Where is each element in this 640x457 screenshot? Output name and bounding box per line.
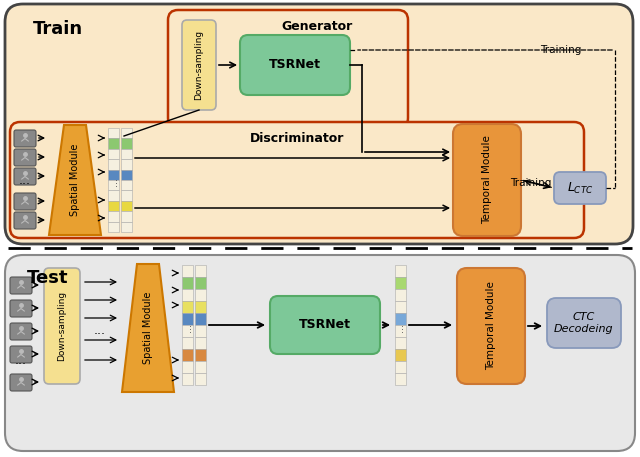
Text: Temporal Module: Temporal Module	[486, 282, 496, 371]
FancyBboxPatch shape	[10, 277, 32, 294]
Bar	[195, 301, 206, 313]
Bar	[182, 373, 193, 385]
Bar	[395, 349, 406, 361]
Bar	[395, 301, 406, 313]
Bar	[108, 128, 119, 138]
Polygon shape	[122, 264, 174, 392]
Bar	[395, 337, 406, 349]
FancyBboxPatch shape	[453, 124, 521, 236]
Text: Discriminator: Discriminator	[250, 132, 344, 145]
Bar	[108, 180, 119, 191]
Text: $L_{CTC}$: $L_{CTC}$	[567, 181, 593, 196]
Text: Training: Training	[540, 45, 581, 55]
Bar	[121, 138, 132, 149]
Text: Down-sampling: Down-sampling	[195, 30, 204, 100]
Text: Training: Training	[510, 178, 552, 188]
Bar	[121, 222, 132, 232]
Text: Test: Test	[27, 269, 68, 287]
Bar	[121, 191, 132, 201]
FancyBboxPatch shape	[10, 300, 32, 317]
Text: ...: ...	[15, 354, 27, 367]
Bar	[108, 138, 119, 149]
FancyBboxPatch shape	[10, 346, 32, 363]
Bar	[182, 349, 193, 361]
Text: Temporal Module: Temporal Module	[482, 136, 492, 224]
Bar	[182, 325, 193, 337]
Text: ...: ...	[19, 175, 31, 187]
Bar	[395, 373, 406, 385]
Bar	[195, 325, 206, 337]
Bar	[195, 313, 206, 325]
Text: CTC
Decodeing: CTC Decodeing	[554, 312, 614, 334]
Bar	[121, 170, 132, 180]
Bar	[395, 265, 406, 277]
FancyBboxPatch shape	[10, 374, 32, 391]
FancyBboxPatch shape	[14, 130, 36, 147]
Text: Train: Train	[33, 20, 83, 38]
Bar	[395, 277, 406, 289]
FancyBboxPatch shape	[5, 255, 635, 451]
FancyBboxPatch shape	[14, 149, 36, 166]
Bar	[108, 201, 119, 211]
Text: Spatial Module: Spatial Module	[143, 292, 153, 364]
Text: TSRNet: TSRNet	[269, 58, 321, 71]
FancyBboxPatch shape	[10, 122, 584, 238]
Bar	[108, 159, 119, 170]
Bar	[108, 222, 119, 232]
Bar	[121, 201, 132, 211]
Bar	[108, 170, 119, 180]
Bar	[121, 159, 132, 170]
Bar	[195, 289, 206, 301]
Text: Down-sampling: Down-sampling	[58, 291, 67, 361]
Bar	[195, 265, 206, 277]
Bar	[121, 211, 132, 222]
Text: Generator: Generator	[281, 20, 353, 33]
FancyBboxPatch shape	[240, 35, 350, 95]
Bar	[182, 361, 193, 373]
Bar	[395, 361, 406, 373]
Bar	[182, 301, 193, 313]
FancyBboxPatch shape	[457, 268, 525, 384]
Text: ...: ...	[109, 177, 120, 186]
Bar	[395, 313, 406, 325]
Bar	[108, 211, 119, 222]
FancyBboxPatch shape	[182, 20, 216, 110]
Polygon shape	[49, 125, 101, 235]
Bar	[121, 180, 132, 191]
Bar	[395, 325, 406, 337]
Bar	[182, 337, 193, 349]
Bar	[195, 337, 206, 349]
FancyBboxPatch shape	[270, 296, 380, 354]
Bar	[108, 191, 119, 201]
Bar	[108, 149, 119, 159]
Bar	[182, 313, 193, 325]
Text: ...: ...	[94, 324, 106, 336]
Bar	[195, 361, 206, 373]
FancyBboxPatch shape	[14, 193, 36, 210]
Text: Spatial Module: Spatial Module	[70, 144, 80, 216]
FancyBboxPatch shape	[554, 172, 606, 204]
Bar	[195, 349, 206, 361]
FancyBboxPatch shape	[5, 4, 633, 244]
Bar	[182, 265, 193, 277]
Text: TSRNet: TSRNet	[299, 319, 351, 331]
Bar	[182, 289, 193, 301]
Bar	[195, 277, 206, 289]
FancyBboxPatch shape	[168, 10, 408, 128]
Bar	[182, 277, 193, 289]
FancyBboxPatch shape	[10, 323, 32, 340]
Text: ...: ...	[184, 323, 193, 331]
FancyBboxPatch shape	[14, 168, 36, 185]
Bar	[121, 128, 132, 138]
FancyBboxPatch shape	[14, 212, 36, 229]
Text: ...: ...	[396, 323, 406, 331]
FancyBboxPatch shape	[44, 268, 80, 384]
FancyBboxPatch shape	[547, 298, 621, 348]
Bar	[395, 289, 406, 301]
Bar	[121, 149, 132, 159]
Bar	[195, 373, 206, 385]
